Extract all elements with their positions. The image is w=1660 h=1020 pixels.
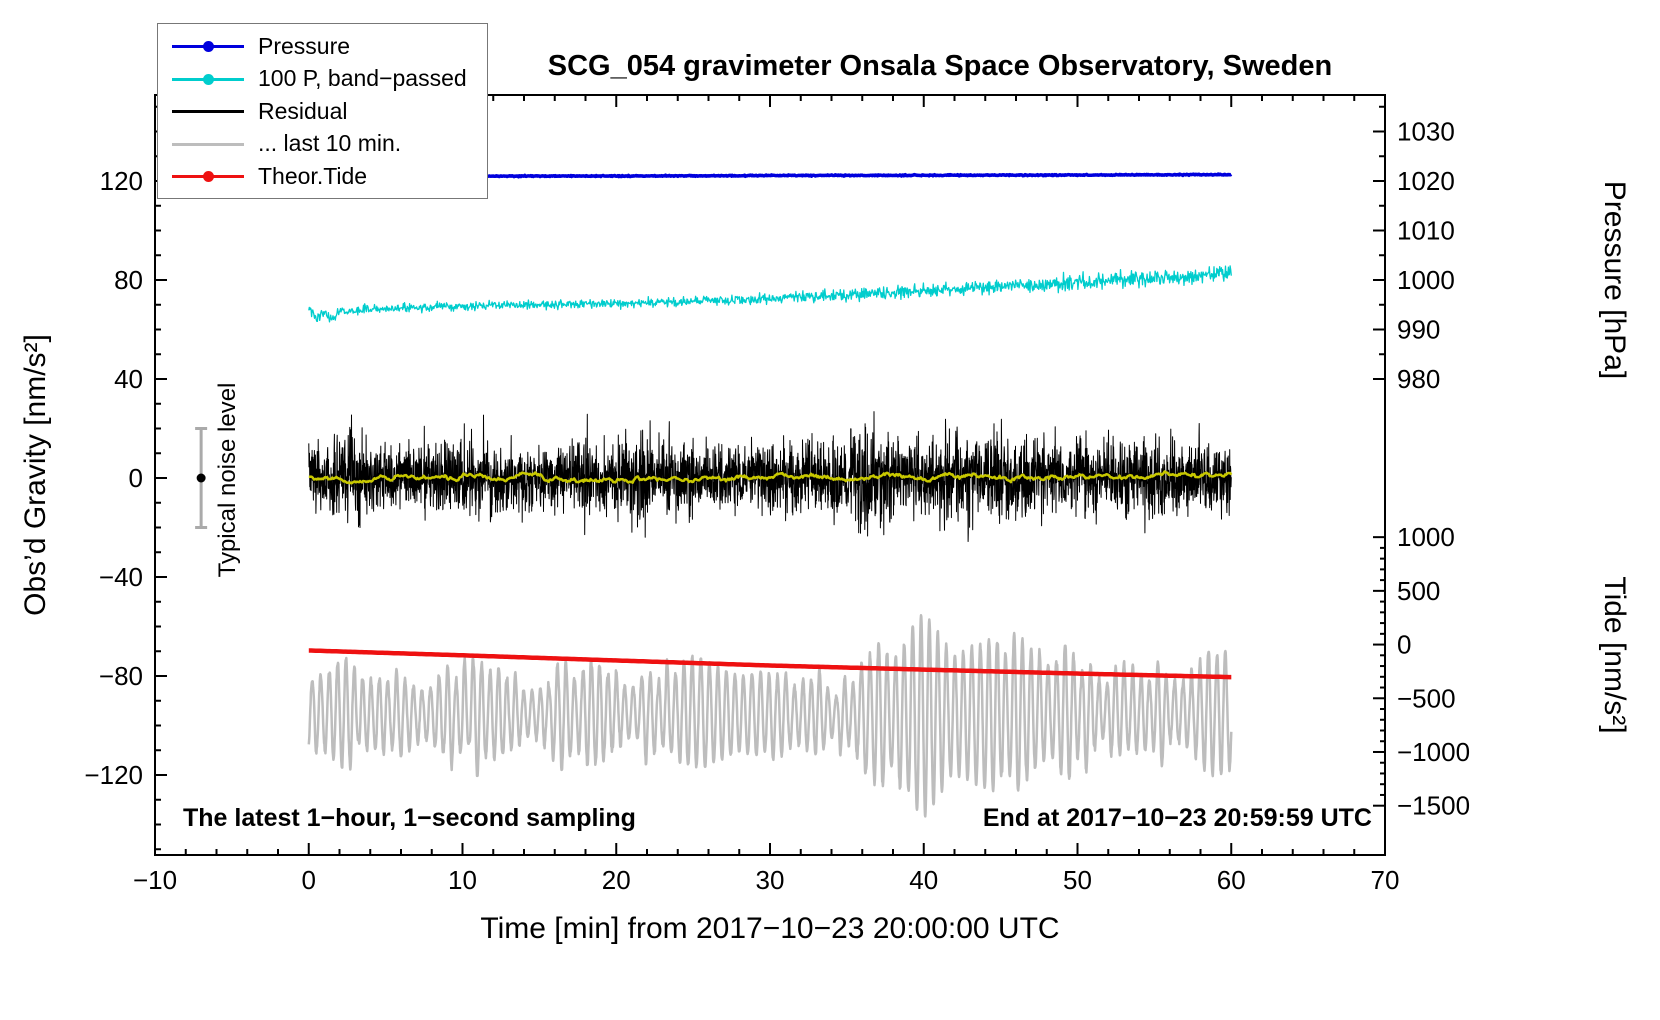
legend-label: 100 P, band−passed <box>258 65 467 92</box>
legend-item-bandpassed: 100 P, band−passed <box>172 65 467 91</box>
pressure-line-icon <box>172 37 244 55</box>
tide-tick-label: −1500 <box>1397 791 1470 821</box>
y-axis-label-pressure: Pressure [hPa] <box>1598 180 1631 380</box>
legend-label: Residual <box>258 97 348 124</box>
noise-level-marker <box>195 427 208 529</box>
sampling-note: The latest 1−hour, 1−second sampling <box>183 804 636 832</box>
x-tick-label: 70 <box>1371 865 1400 895</box>
gravity-tick-label: 0 <box>129 463 143 493</box>
gravity-tick-label: 120 <box>100 166 143 196</box>
x-tick-label: 60 <box>1217 865 1246 895</box>
bandpassed-line-icon <box>172 70 244 88</box>
x-axis-label: Time [min] from 2017−10−23 20:00:00 UTC <box>480 912 1060 945</box>
theortide-line-icon <box>172 167 244 185</box>
pressure-tick-label: 1000 <box>1397 265 1455 295</box>
x-tick-label: 0 <box>302 865 316 895</box>
legend-label: Theor.Tide <box>258 162 368 189</box>
x-tick-label: 20 <box>602 865 631 895</box>
series-100-p-band-passed <box>308 265 1232 323</box>
x-tick-label: −10 <box>133 865 177 895</box>
tide-tick-label: −1000 <box>1397 737 1470 767</box>
chart-title: SCG_054 gravimeter Onsala Space Observat… <box>547 50 1333 82</box>
gravity-tick-label: −80 <box>99 661 143 691</box>
pressure-tick-label: 990 <box>1397 315 1440 345</box>
last10min-line-icon <box>172 135 244 153</box>
tide-tick-label: 1000 <box>1397 522 1455 552</box>
series-last-10-min <box>307 614 1233 818</box>
legend-item-pressure: Pressure <box>172 33 467 59</box>
gravity-tick-label: −120 <box>84 760 143 790</box>
series-residual-smoothed <box>308 470 1233 485</box>
pressure-tick-label: 980 <box>1397 364 1440 394</box>
legend-label: ... last 10 min. <box>258 130 402 157</box>
legend-item-residual: Residual <box>172 98 467 124</box>
legend-item-last10min: ... last 10 min. <box>172 130 467 156</box>
series-residual <box>308 411 1232 542</box>
end-time-note: End at 2017−10−23 20:59:59 UTC <box>982 804 1372 832</box>
y-axis-label-gravity: Obs’d Gravity [nm/s²] <box>19 334 52 616</box>
x-tick-label: 50 <box>1063 865 1092 895</box>
residual-line-icon <box>172 102 244 120</box>
tide-tick-label: 0 <box>1397 630 1411 660</box>
gravity-tick-label: −40 <box>99 562 143 592</box>
y-axis-label-tide: Tide [nm/s²] <box>1598 576 1631 734</box>
pressure-tick-label: 1010 <box>1397 216 1455 246</box>
gravity-tick-label: 80 <box>114 265 143 295</box>
pressure-tick-label: 1030 <box>1397 117 1455 147</box>
series-theor-tide <box>308 648 1232 680</box>
x-tick-label: 40 <box>909 865 938 895</box>
noise-level-label: Typical noise level <box>214 382 241 578</box>
x-tick-label: 30 <box>756 865 785 895</box>
legend-label: Pressure <box>258 33 351 59</box>
legend: Pressure 100 P, band−passed Residual ...… <box>157 23 488 200</box>
pressure-tick-label: 1020 <box>1397 166 1455 196</box>
x-tick-label: 10 <box>448 865 477 895</box>
gravity-tick-label: 40 <box>114 364 143 394</box>
tide-tick-label: 500 <box>1397 576 1440 606</box>
tide-tick-label: −500 <box>1397 683 1456 713</box>
legend-item-theortide: Theor.Tide <box>172 163 467 189</box>
